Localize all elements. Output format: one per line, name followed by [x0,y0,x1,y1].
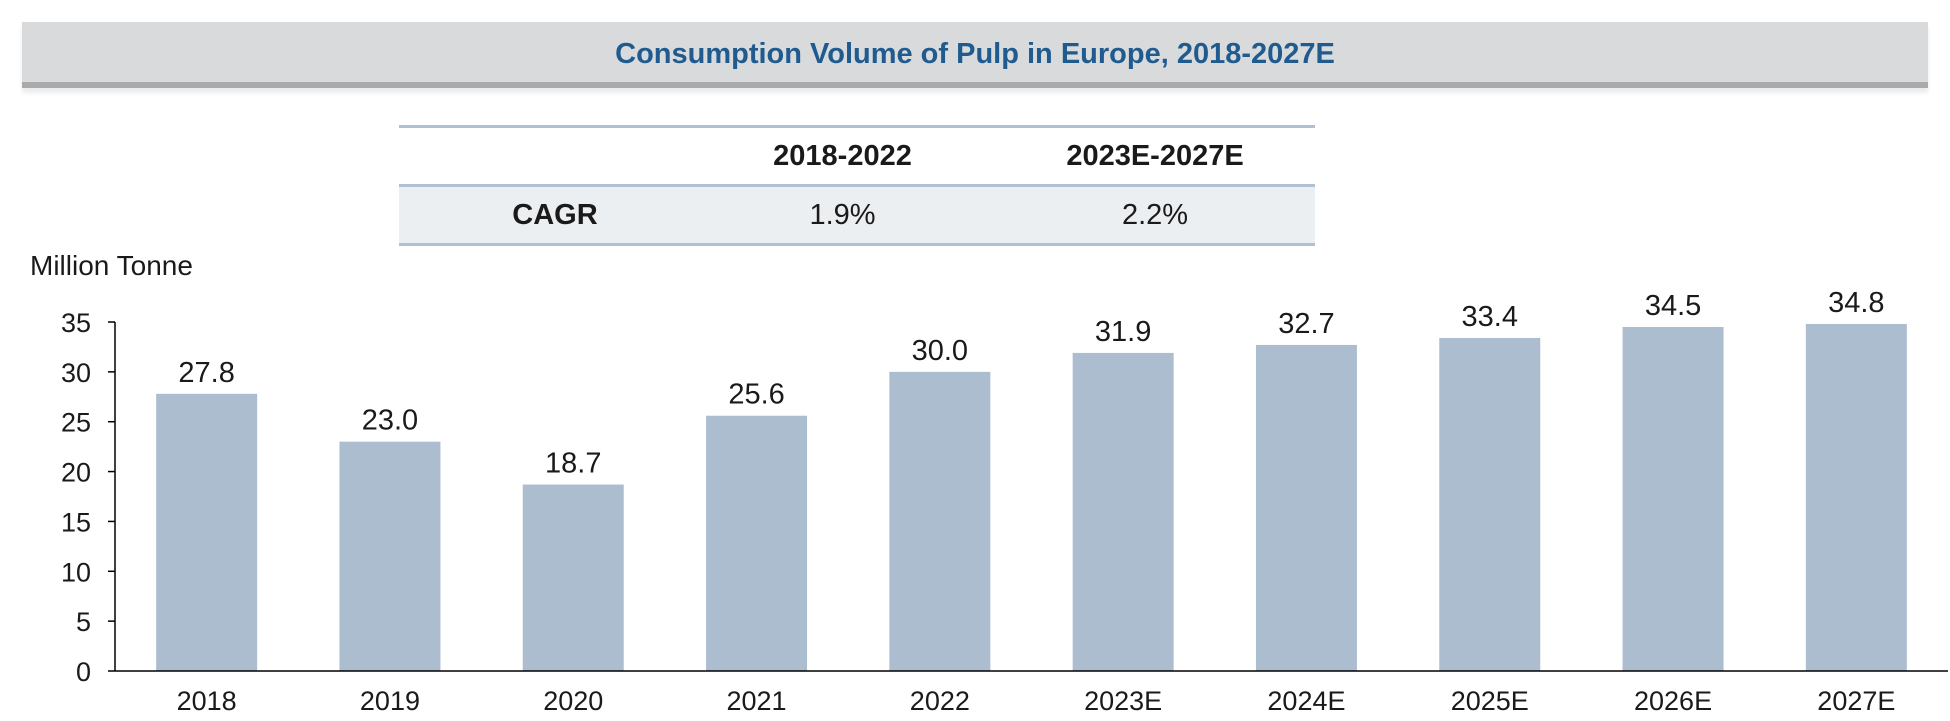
bar [339,441,441,671]
cagr-table: 2018-2022 2023E-2027E CAGR 1.9% 2.2% [399,125,1315,246]
cagr-value-1: 1.9% [690,185,995,246]
data-label: 18.7 [545,448,601,480]
y-tick-label: 5 [76,607,91,637]
bar [706,415,808,671]
data-label: 32.7 [1278,308,1334,340]
y-axis-label: Million Tonne [30,250,193,281]
chart-title: Consumption Volume of Pulp in Europe, 20… [615,38,1335,70]
title-banner: Consumption Volume of Pulp in Europe, 20… [22,22,1928,88]
bar [522,484,624,671]
bar [1255,344,1357,671]
bar [1439,337,1541,671]
y-tick-label: 30 [61,358,91,388]
bar [1805,323,1907,671]
data-label: 31.9 [1095,316,1151,348]
cagr-period-header-1: 2018-2022 [690,125,995,187]
data-label: 33.4 [1462,301,1518,333]
cagr-table-row: CAGR 1.9% 2.2% [399,185,1315,246]
y-tick-label: 0 [76,657,91,687]
y-tick-label: 10 [61,557,91,587]
bar [1622,326,1724,671]
cagr-value-2: 2.2% [995,185,1315,246]
x-tick-label: 2027E [1817,686,1895,716]
data-label: 25.6 [728,379,784,411]
x-tick-label: 2020 [543,686,603,716]
bar [1072,352,1174,671]
cagr-table-header-row: 2018-2022 2023E-2027E [399,125,1315,187]
x-tick-label: 2024E [1267,686,1345,716]
x-tick-label: 2019 [360,686,420,716]
data-label: 23.0 [362,405,418,437]
x-tick-label: 2021 [727,686,787,716]
y-tick-label: 15 [61,507,91,537]
data-label: 34.8 [1828,287,1884,319]
y-tick-label: 20 [61,458,91,488]
cagr-table-corner [399,125,690,187]
y-tick-label: 35 [61,308,91,338]
cagr-row-label: CAGR [399,185,690,246]
y-tick-label: 25 [61,408,91,438]
x-tick-label: 2025E [1451,686,1529,716]
bar [889,371,991,671]
data-label: 30.0 [912,335,968,367]
bar [156,393,258,671]
x-tick-label: 2022 [910,686,970,716]
x-tick-label: 2018 [177,686,237,716]
cagr-period-header-2: 2023E-2027E [995,125,1315,187]
x-tick-label: 2026E [1634,686,1712,716]
x-tick-label: 2023E [1084,686,1162,716]
data-label: 34.5 [1645,290,1701,322]
data-label: 27.8 [178,357,234,389]
